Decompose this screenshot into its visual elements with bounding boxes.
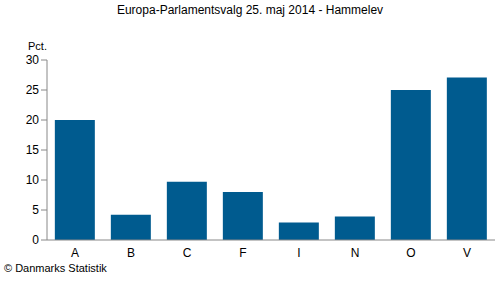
svg-text:15: 15 bbox=[26, 143, 40, 157]
svg-text:V: V bbox=[463, 246, 471, 260]
svg-text:30: 30 bbox=[26, 53, 40, 67]
svg-text:0: 0 bbox=[32, 233, 39, 247]
html-text:Pct.: Pct. bbox=[28, 40, 47, 52]
html-text:Europa-Parlamentsvalg 25. maj: Europa-Parlamentsvalg 25. maj 2014 - Ham… bbox=[116, 3, 384, 17]
svg-text:20: 20 bbox=[26, 113, 40, 127]
svg-text:F: F bbox=[239, 246, 246, 260]
html-text:© Danmarks Statistik: © Danmarks Statistik bbox=[4, 262, 107, 274]
svg-text:N: N bbox=[351, 246, 360, 260]
svg-text:A: A bbox=[71, 246, 79, 260]
svg-text:10: 10 bbox=[26, 173, 40, 187]
svg-text:25: 25 bbox=[26, 83, 40, 97]
svg-text:C: C bbox=[183, 246, 192, 260]
svg-text:I: I bbox=[297, 246, 300, 260]
svg-text:O: O bbox=[406, 246, 415, 260]
svg-text:B: B bbox=[127, 246, 135, 260]
svg-text:5: 5 bbox=[32, 203, 39, 217]
